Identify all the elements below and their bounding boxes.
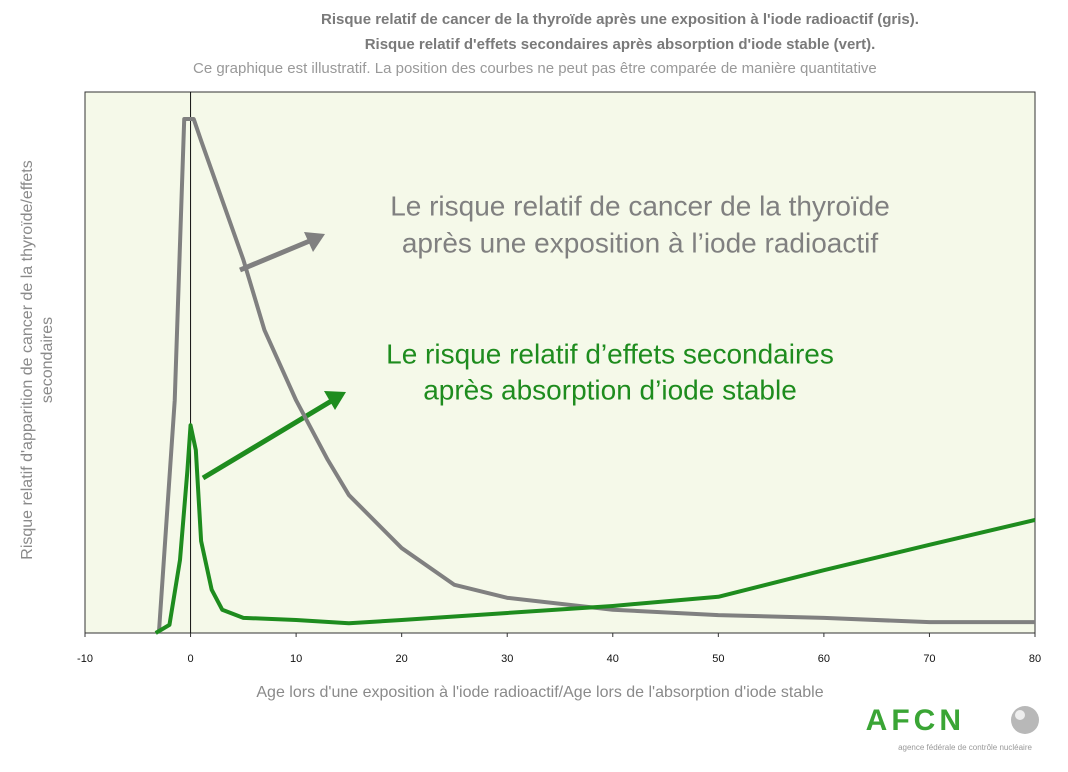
x-tick-label: 70 [923,653,935,665]
x-tick-label: 10 [290,653,302,665]
x-tick-label: 20 [396,653,408,665]
logo-tagline: agence fédérale de contrôle nucléaire [898,743,1032,752]
logo-text: AFCN [866,704,965,737]
logo-icon [1011,706,1039,734]
x-tick-label: 40 [607,653,619,665]
line-series [156,117,1035,634]
x-tick-label: 80 [1029,653,1041,665]
arrow [239,232,325,273]
logo-icon [1015,710,1025,720]
x-axis-label: Age lors d'une exposition à l'iode radio… [256,684,823,701]
annotation: Le risque relatif d’effets secondaires [386,338,834,369]
x-tick-label: -10 [77,653,93,665]
x-tick-label: 30 [501,653,513,665]
x-tick-label: 50 [712,653,724,665]
annotation: après absorption d’iode stable [423,374,797,405]
chart-title: Risque relatif de cancer de la thyroïde … [321,11,919,28]
annotation: après une exposition à l’iode radioactif [402,227,879,258]
x-tick-label: 60 [818,653,830,665]
annotation: Le risque relatif de cancer de la thyroï… [390,190,890,221]
chart-subtitle: Ce graphique est illustratif. La positio… [193,60,877,77]
x-tick-label: 0 [187,653,193,665]
y-axis-label: secondaires [39,317,56,403]
plot-area [84,91,1036,634]
arrow [201,391,346,481]
y-axis-label: Risque relatif d'apparition de cancer de… [19,160,36,559]
chart-title: Risque relatif d'effets secondaires aprè… [365,36,876,53]
line-series [154,423,1036,635]
